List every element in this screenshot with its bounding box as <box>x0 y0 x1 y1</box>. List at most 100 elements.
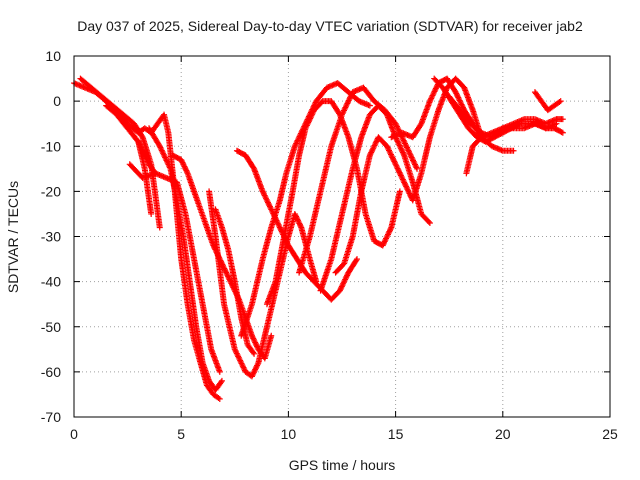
data-point <box>401 180 408 187</box>
data-point <box>183 167 190 174</box>
data-point <box>404 186 411 193</box>
data-point <box>183 168 190 175</box>
data-point <box>337 286 344 293</box>
data-point <box>400 150 407 157</box>
data-point <box>267 205 274 212</box>
data-point <box>250 336 257 343</box>
y-tick-label: -30 <box>41 229 61 245</box>
data-point <box>430 89 437 96</box>
data-point <box>372 139 379 146</box>
x-tick-label: 10 <box>281 426 297 442</box>
data-point <box>399 148 406 155</box>
data-point <box>370 143 377 150</box>
data-point <box>180 160 187 167</box>
x-tick-label: 25 <box>602 426 618 442</box>
data-point <box>401 179 408 186</box>
data-point <box>179 159 186 166</box>
data-point <box>254 343 261 350</box>
data-point <box>340 280 347 287</box>
data-point <box>254 361 261 368</box>
data-point <box>387 225 394 232</box>
data-point <box>427 96 434 103</box>
data-point <box>431 88 438 95</box>
data-point <box>369 146 376 153</box>
series-arc-17 <box>463 120 560 177</box>
data-point <box>308 112 315 119</box>
data-point <box>366 152 373 159</box>
data-point <box>556 99 563 106</box>
y-tick-label: -20 <box>41 183 61 199</box>
data-point <box>265 200 272 207</box>
x-axis-label: GPS time / hours <box>289 457 396 473</box>
y-tick-label: -40 <box>41 274 61 290</box>
data-point <box>264 199 271 206</box>
data-point <box>216 368 223 375</box>
data-point <box>268 332 275 339</box>
data-point <box>263 196 270 203</box>
data-point <box>218 377 225 384</box>
data-point <box>250 369 257 376</box>
data-point <box>309 111 316 118</box>
data-point <box>452 89 459 96</box>
data-point <box>340 279 347 286</box>
y-axis-label: SDTVAR / TECUs <box>5 181 21 293</box>
data-point <box>455 94 462 101</box>
series-arc-07 <box>206 188 320 380</box>
data-point <box>366 102 373 109</box>
data-point <box>373 138 380 145</box>
data-point <box>275 221 282 228</box>
data-point <box>259 188 266 195</box>
y-tick-label: 10 <box>45 48 61 64</box>
data-point <box>303 123 310 130</box>
data-point <box>252 365 259 372</box>
data-point <box>261 192 268 199</box>
data-point <box>398 173 405 180</box>
data-point <box>429 92 436 99</box>
data-point <box>156 224 163 231</box>
data-point <box>387 150 394 157</box>
data-point <box>293 213 300 220</box>
data-point <box>458 101 465 108</box>
data-point <box>367 150 374 157</box>
data-point <box>307 115 314 122</box>
data-point <box>394 138 401 145</box>
data-point <box>399 176 406 183</box>
data-point <box>218 379 225 386</box>
data-point <box>305 119 312 126</box>
data-point <box>379 242 386 249</box>
data-point <box>250 349 257 356</box>
y-tick-label: -50 <box>41 319 61 335</box>
x-tick-label: 15 <box>388 426 404 442</box>
data-point <box>432 85 439 92</box>
data-point <box>395 166 402 173</box>
series-arc-08 <box>233 147 361 303</box>
data-point <box>148 210 155 217</box>
data-point <box>249 372 256 379</box>
data-point <box>396 188 403 195</box>
data-point <box>138 132 145 139</box>
data-point <box>385 231 392 238</box>
data-point <box>384 143 391 150</box>
data-point <box>354 256 361 263</box>
data-point <box>266 203 273 210</box>
data-point <box>453 90 460 97</box>
data-point <box>264 198 271 205</box>
data-point <box>262 193 269 200</box>
data-point <box>399 175 406 182</box>
data-point <box>386 147 393 154</box>
data-point <box>459 102 466 109</box>
data-point <box>398 146 405 153</box>
data-point <box>381 238 388 245</box>
series-arc-18 <box>531 89 564 114</box>
data-point <box>260 191 267 198</box>
data-point <box>342 276 349 283</box>
data-point <box>432 87 439 94</box>
data-point <box>388 152 395 159</box>
data-point <box>248 332 255 339</box>
data-point <box>397 145 404 152</box>
data-point <box>251 338 258 345</box>
data-point <box>391 158 398 165</box>
data-point <box>216 395 223 402</box>
data-point <box>383 234 390 241</box>
data-point <box>426 219 433 226</box>
